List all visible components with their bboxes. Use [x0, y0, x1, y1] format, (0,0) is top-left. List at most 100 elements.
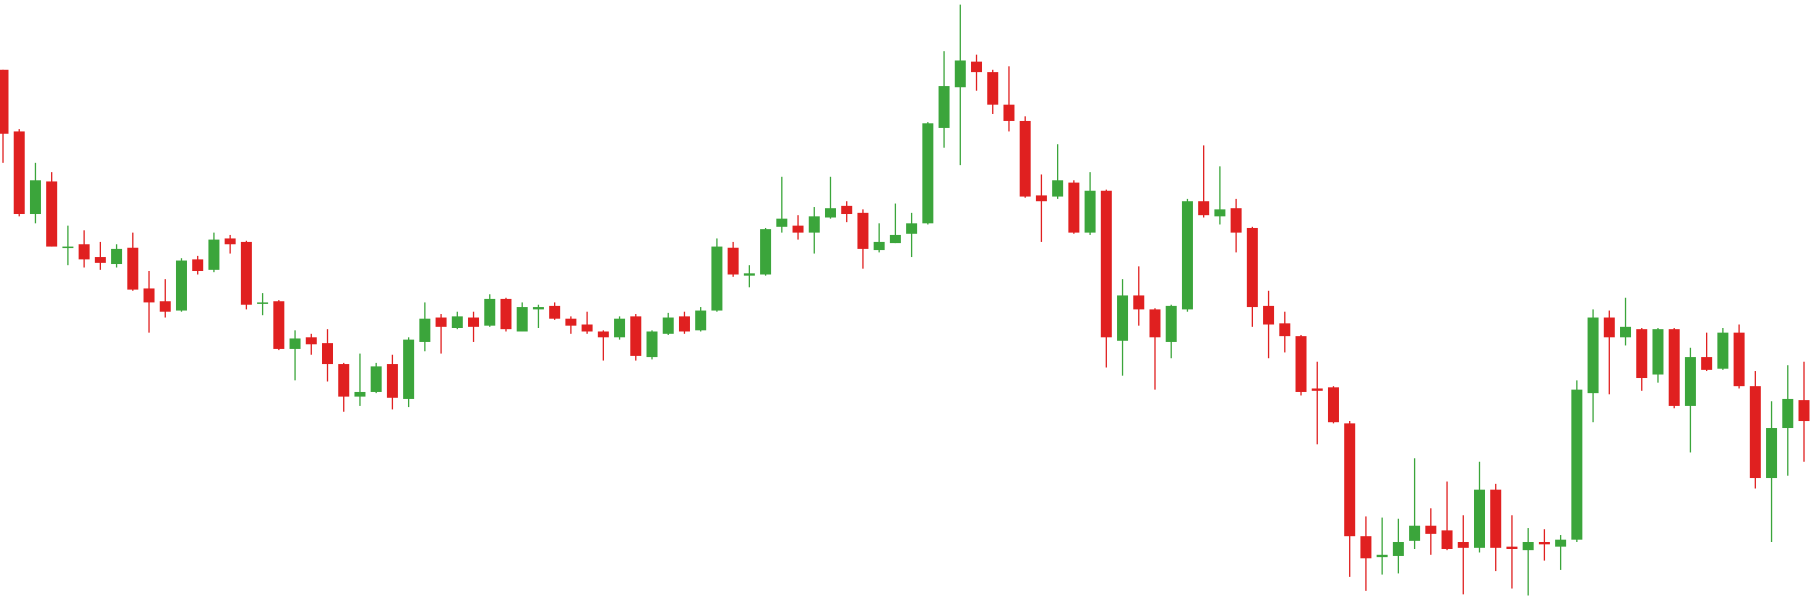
candle-body	[322, 343, 334, 365]
candle-body	[94, 257, 106, 263]
candle-body	[1052, 180, 1064, 197]
candle-body	[78, 244, 90, 260]
candle-body	[62, 246, 74, 249]
candle-body	[1701, 357, 1713, 370]
candle-body	[257, 302, 269, 304]
candle-body	[565, 318, 577, 326]
candle-body	[208, 239, 220, 270]
candle-body	[419, 318, 431, 342]
candle-body	[1457, 542, 1469, 548]
candle-body	[760, 229, 772, 275]
candle-body	[127, 247, 139, 290]
candle-body	[1149, 309, 1161, 338]
candle-body	[1555, 539, 1567, 547]
candle-body	[29, 180, 41, 215]
candle-body	[13, 131, 25, 215]
candle-body	[403, 339, 415, 399]
candle-body	[1620, 326, 1632, 338]
candle-body	[1473, 489, 1485, 548]
candle-body	[1766, 428, 1778, 479]
candle-body	[224, 238, 236, 245]
candle-body	[695, 310, 707, 331]
candle-body	[743, 273, 755, 276]
candle-body	[1717, 332, 1729, 369]
candle-body	[662, 317, 674, 334]
candle-body	[678, 316, 690, 332]
candle-body	[1198, 201, 1210, 216]
candle-body	[338, 364, 350, 397]
candle-body	[1311, 388, 1323, 391]
candle-body	[1376, 554, 1388, 558]
candle-body	[1490, 489, 1502, 548]
candle-body	[192, 259, 204, 272]
candle-body	[516, 307, 528, 332]
candle-body	[646, 331, 658, 358]
candle-body	[1441, 530, 1453, 549]
candle-body	[1425, 525, 1437, 534]
candle-body	[841, 205, 853, 215]
candle-body	[289, 338, 301, 349]
candle-body	[1246, 227, 1258, 308]
candle-body	[500, 298, 512, 330]
candle-body	[1506, 546, 1518, 549]
candle-body	[159, 301, 171, 312]
candle-body	[1279, 323, 1291, 337]
candle-body	[792, 225, 804, 233]
candle-body	[808, 216, 820, 233]
candle-body	[922, 123, 934, 224]
candle-body	[1068, 182, 1080, 233]
candle-body	[354, 391, 366, 397]
candle-body	[468, 317, 480, 327]
candle-body	[1668, 329, 1680, 406]
candle-body	[1587, 317, 1599, 394]
candle-body	[1636, 329, 1648, 379]
candle-body	[1782, 398, 1794, 429]
candle-body	[1214, 209, 1226, 217]
candle-body	[727, 247, 739, 275]
candle-body	[1133, 295, 1145, 310]
candle-body	[1522, 542, 1534, 551]
candle-body	[1100, 190, 1112, 338]
candle-body	[1652, 329, 1664, 375]
candle-body	[1117, 295, 1129, 341]
candle-body	[1181, 201, 1193, 310]
candle-body	[273, 301, 285, 349]
candle-body	[549, 305, 561, 319]
candle-body	[938, 86, 950, 128]
candle-body	[386, 364, 398, 398]
candle-body	[1344, 423, 1356, 537]
candle-body	[1263, 305, 1275, 325]
candle-body	[111, 248, 123, 265]
candle-body	[1571, 389, 1583, 540]
candle-body	[305, 337, 317, 345]
candle-body	[484, 298, 496, 326]
candle-body	[1749, 386, 1761, 479]
candle-body	[1409, 525, 1421, 541]
candle-body	[711, 246, 723, 311]
candle-body	[1684, 357, 1696, 406]
candle-body	[1603, 317, 1615, 338]
candle-body	[1360, 536, 1372, 559]
candle-body	[776, 218, 788, 227]
candle-body	[1003, 104, 1015, 121]
candle-body	[435, 317, 447, 327]
candle-body	[873, 241, 885, 251]
candle-body	[581, 324, 593, 332]
candle-body	[451, 316, 463, 328]
candle-body	[971, 61, 983, 73]
candle-body	[906, 223, 918, 234]
candle-body	[370, 366, 382, 392]
candle-body	[1035, 195, 1047, 202]
candle-body	[1327, 387, 1339, 423]
candle-body	[597, 331, 609, 338]
candle-body	[1733, 332, 1745, 387]
candle-body	[987, 72, 999, 105]
candle-body	[1538, 542, 1550, 545]
candle-body	[1230, 208, 1242, 233]
candle-body	[857, 212, 869, 249]
candle-body	[0, 69, 9, 134]
candle-body	[1019, 120, 1031, 197]
candle-body	[614, 318, 626, 338]
